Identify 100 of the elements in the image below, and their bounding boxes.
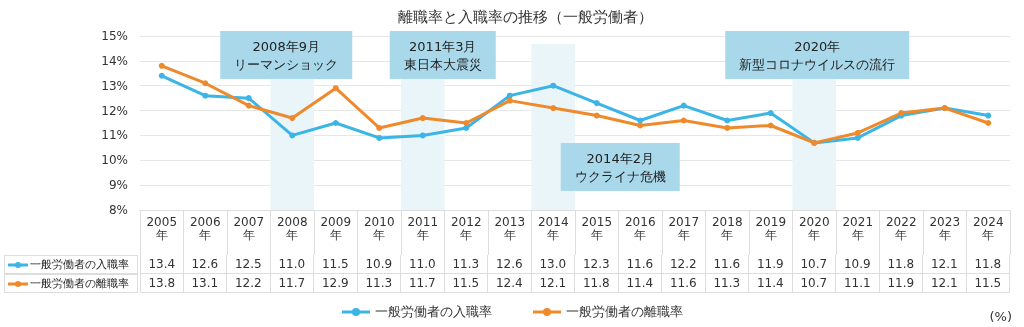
- point: [506, 92, 513, 99]
- data-label: 10.7: [792, 255, 836, 274]
- data-label: 10.9: [836, 255, 880, 274]
- point: [637, 122, 644, 129]
- x-tick-label: 2021年: [842, 214, 874, 242]
- point: [158, 62, 165, 69]
- data-label: 12.2: [662, 255, 706, 274]
- point: [463, 120, 470, 126]
- text: 一般労働者の入職率: [375, 304, 492, 319]
- point: [985, 120, 992, 126]
- point: [985, 112, 992, 119]
- data-label: 10.9: [357, 255, 401, 274]
- point: [158, 72, 165, 79]
- data-label: 11.3: [357, 274, 401, 293]
- annotation: ウクライナ危機: [574, 168, 666, 184]
- point: [593, 100, 600, 107]
- data-label: 12.1: [923, 274, 967, 293]
- data-label: 11.6: [662, 274, 706, 293]
- x-tick-label: 2005年: [146, 214, 178, 242]
- chart-title: 離職率と入職率の推移（一般労働者）: [397, 7, 653, 26]
- y-tick-label: 14%: [101, 53, 128, 68]
- annotation: 2020年: [794, 38, 841, 54]
- data-label: 13.4: [140, 255, 184, 274]
- data-label: 12.2: [227, 274, 271, 293]
- point: [419, 115, 426, 122]
- point: [680, 102, 687, 109]
- data-label: 11.8: [966, 255, 1010, 274]
- data-label: 13.0: [531, 255, 575, 274]
- point: [202, 92, 209, 99]
- point: [854, 129, 861, 136]
- y-tick-label: 13%: [101, 78, 128, 93]
- data-label: 11.5: [966, 274, 1010, 293]
- point: [506, 97, 513, 104]
- data-label: 11.7: [270, 274, 314, 293]
- annotation: 2011年3月: [409, 38, 477, 54]
- annotation: リーマンショック: [234, 56, 339, 72]
- point: [376, 124, 383, 131]
- x-tick-label: 2020年: [798, 214, 830, 242]
- data-label: 12.9: [314, 274, 358, 293]
- data-label: 11.9: [879, 274, 923, 293]
- annotation: 新型コロナウイルスの流行: [739, 56, 896, 72]
- point: [289, 115, 296, 122]
- data-label: 11.9: [749, 255, 793, 274]
- x-tick-label: 2016年: [624, 214, 656, 242]
- data-label: 12.6: [183, 255, 227, 274]
- y-tick-label: 12%: [101, 103, 128, 118]
- data-label: 11.4: [749, 274, 793, 293]
- data-label: 11.7: [401, 274, 445, 293]
- data-label: 12.1: [923, 255, 967, 274]
- text: 一般労働者の離職率: [566, 304, 683, 319]
- point: [550, 105, 557, 112]
- data-label: 11.0: [401, 255, 445, 274]
- point: [593, 112, 600, 119]
- x-tick-label: 2012年: [450, 214, 482, 242]
- x-tick-label: 2017年: [668, 214, 700, 242]
- x-tick-label: 2014年: [537, 214, 569, 242]
- y-tick-label: 10%: [101, 153, 128, 168]
- annotation: 2014年2月: [586, 150, 654, 166]
- x-tick-label: 2019年: [755, 214, 787, 242]
- data-label: 12.5: [227, 255, 271, 274]
- data-label: 11.5: [314, 255, 358, 274]
- x-tick-label: 2007年: [233, 214, 265, 242]
- legend-label: 一般労働者の離職率: [30, 276, 129, 291]
- x-tick-label: 2024年: [972, 214, 1004, 242]
- y-tick-label: 15%: [101, 29, 128, 43]
- annotation: 東日本大震災: [403, 56, 482, 72]
- text: (%): [989, 309, 1012, 324]
- x-tick-label: 2023年: [929, 214, 961, 242]
- point: [419, 132, 426, 139]
- y-tick-label: 8%: [108, 203, 128, 217]
- point: [245, 95, 252, 102]
- data-label: 11.1: [836, 274, 880, 293]
- point: [245, 102, 252, 109]
- data-label: 11.6: [618, 255, 662, 274]
- x-tick-label: 2011年: [407, 214, 439, 242]
- point: [332, 120, 339, 126]
- data-label: 12.3: [575, 255, 619, 274]
- point: [376, 134, 383, 141]
- point: [550, 82, 557, 89]
- x-tick-label: 2018年: [711, 214, 743, 242]
- x-tick-label: 2022年: [885, 214, 917, 242]
- data-label: 13.1: [183, 274, 227, 293]
- y-tick-label: 11%: [101, 128, 128, 143]
- point: [724, 124, 731, 131]
- data-label: 11.8: [575, 274, 619, 293]
- data-label: 12.1: [531, 274, 575, 293]
- x-tick-label: 2006年: [189, 214, 221, 242]
- x-tick-label: 2009年: [320, 214, 352, 242]
- data-label: 13.8: [140, 274, 184, 293]
- point: [289, 132, 296, 139]
- data-label: 10.7: [792, 274, 836, 293]
- y-tick-label: 9%: [108, 178, 128, 193]
- point: [724, 117, 731, 124]
- legend-label: 一般労働者の入職率: [30, 257, 129, 272]
- data-label: 11.0: [270, 255, 314, 274]
- data-label: 12.6: [488, 255, 532, 274]
- annotation: 2008年9月: [252, 38, 320, 54]
- data-label: 11.5: [444, 274, 488, 293]
- data-label: 11.3: [705, 274, 749, 293]
- data-label: 11.3: [444, 255, 488, 274]
